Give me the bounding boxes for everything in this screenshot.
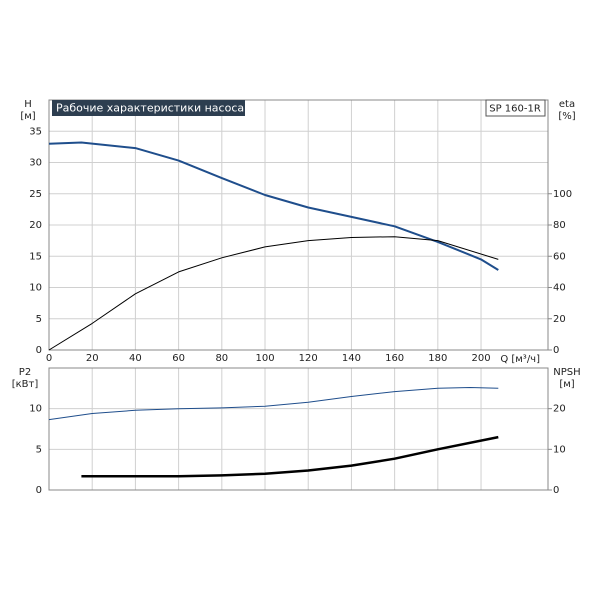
x-tick-label: 100 (255, 353, 274, 364)
y-tick-label: 20 (29, 220, 42, 231)
chart-title: Рабочие характеристики насоса (56, 102, 244, 115)
x-tick-label: 0 (46, 353, 52, 364)
x-tick-label: 40 (129, 353, 142, 364)
y-axis-label: H (24, 99, 32, 110)
y-tick-label: 5 (36, 314, 42, 325)
model-box (485, 99, 546, 117)
y-tick-label: 5 (36, 444, 42, 455)
x-tick-label: 20 (86, 353, 99, 364)
y-tick-label: 10 (29, 404, 42, 415)
plot-frame (48, 367, 549, 491)
y-tick-label: 15 (29, 251, 42, 262)
x-tick-label: 60 (172, 353, 185, 364)
y-axis-unit: [м] (20, 111, 35, 122)
x-tick-label: 140 (342, 353, 361, 364)
y-axis-unit: [кВт] (12, 379, 39, 390)
y-tick-label: 35 (29, 126, 42, 137)
series-line (48, 387, 499, 421)
y2-axis-unit: [%] (558, 111, 575, 122)
y2-axis-label: NPSH (553, 367, 580, 378)
x-axis-label: Q [м³/ч] (500, 354, 540, 365)
y2-tick-label: 100 (553, 189, 572, 200)
y-axis-label: P2 (19, 367, 31, 378)
x-tick-label: 120 (299, 353, 318, 364)
y2-axis-unit: [м] (559, 379, 574, 390)
y-tick-label: 0 (36, 485, 42, 496)
y-tick-label: 30 (29, 158, 42, 169)
y2-tick-label: 80 (553, 220, 566, 231)
y2-tick-label: 0 (553, 345, 559, 356)
y2-tick-label: 0 (553, 485, 559, 496)
title-box (52, 100, 245, 116)
y-tick-label: 25 (29, 189, 42, 200)
x-tick-label: 160 (385, 353, 404, 364)
y2-tick-label: 60 (553, 251, 566, 262)
y2-tick-label: 10 (553, 444, 566, 455)
x-tick-label: 180 (428, 353, 447, 364)
x-tick-label: 80 (215, 353, 228, 364)
y2-tick-label: 40 (553, 283, 566, 294)
y2-tick-label: 20 (553, 404, 566, 415)
series-line (48, 236, 499, 351)
y-tick-label: 0 (36, 345, 42, 356)
model-label: SP 160-1R (489, 104, 541, 115)
y2-tick-label: 20 (553, 314, 566, 325)
series-line (48, 141, 499, 271)
y-tick-label: 10 (29, 283, 42, 294)
series-line (81, 435, 499, 478)
x-tick-label: 200 (471, 353, 490, 364)
y2-axis-label: eta (559, 99, 575, 110)
